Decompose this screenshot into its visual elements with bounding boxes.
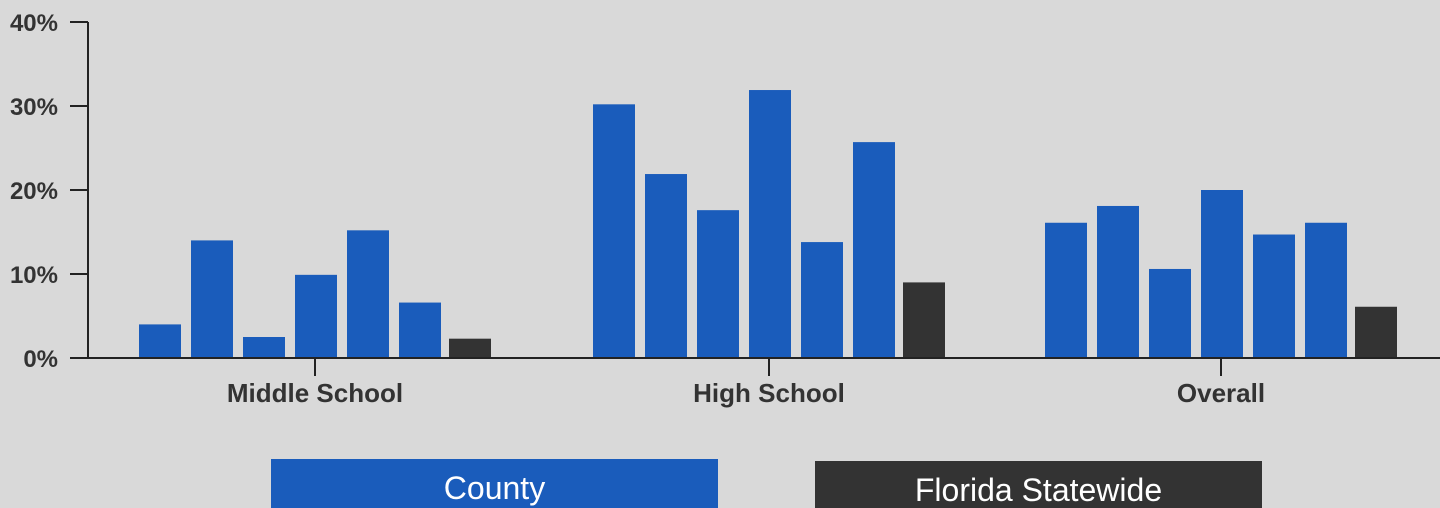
legend-label: County	[444, 470, 545, 506]
x-category-label: Middle School	[227, 378, 403, 408]
x-category-label: High School	[693, 378, 845, 408]
y-tick-label: 0%	[23, 346, 58, 373]
bar-county-0-2	[243, 337, 285, 358]
bar-county-1-0	[593, 104, 635, 358]
bar-county-1-1	[645, 174, 687, 358]
bar-county-1-5	[853, 142, 895, 358]
bar-statewide-2-6	[1355, 306, 1397, 358]
y-tick-label: 30%	[10, 94, 58, 121]
bar-county-2-2	[1149, 268, 1191, 358]
x-ticks-layer: Middle School High School Overall	[227, 358, 1265, 408]
legend-swatch-0	[271, 459, 718, 508]
y-tick-label: 10%	[10, 262, 58, 289]
bar-county-1-3	[749, 90, 791, 358]
bar-county-0-5	[399, 302, 441, 358]
y-tick-label: 20%	[10, 178, 58, 205]
bar-county-1-2	[697, 210, 739, 358]
bar-statewide-0-6	[449, 338, 491, 358]
bar-county-2-0	[1045, 222, 1087, 358]
legend-label: Florida Statewide	[915, 472, 1162, 508]
bar-county-0-0	[139, 324, 181, 358]
bar-county-2-3	[1201, 190, 1243, 358]
y-tick-label: 40%	[10, 10, 58, 37]
bars-layer	[139, 90, 1397, 358]
bar-county-1-4	[801, 242, 843, 358]
bar-county-0-4	[347, 230, 389, 358]
bar-county-0-3	[295, 274, 337, 358]
legend: County Florida Statewide	[271, 459, 1262, 508]
x-category-label: Overall	[1177, 378, 1265, 408]
y-ticks-layer: 0% 10% 20% 30% 40%	[10, 10, 88, 373]
legend-swatch-1	[815, 461, 1262, 508]
bar-county-2-5	[1305, 222, 1347, 358]
bar-county-0-1	[191, 240, 233, 358]
bar-statewide-1-6	[903, 282, 945, 358]
bar-county-2-4	[1253, 234, 1295, 358]
bar-county-2-1	[1097, 205, 1139, 358]
